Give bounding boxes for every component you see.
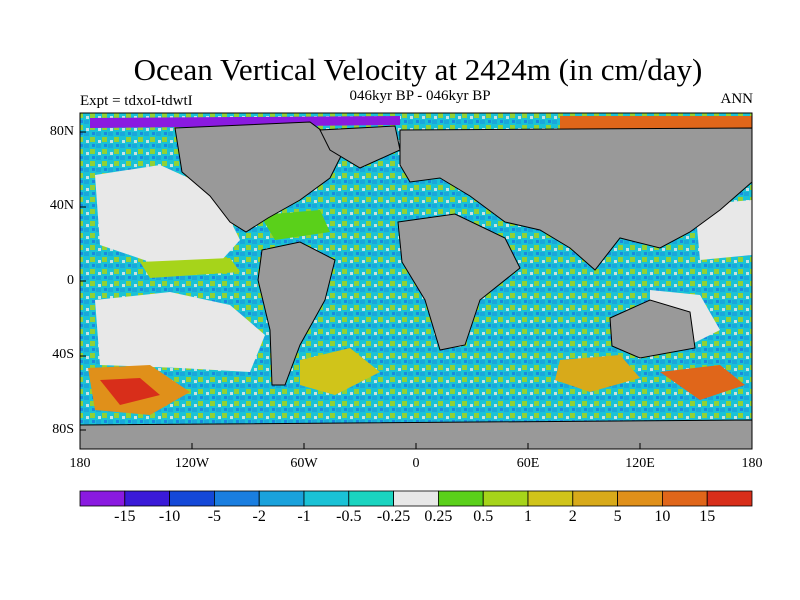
map-title: Ocean Vertical Velocity at 2424m (in cm/… <box>133 52 703 87</box>
colorbar-swatch <box>258 490 305 507</box>
colorbar-swatch <box>79 490 126 507</box>
lon-label: 60E <box>516 456 540 471</box>
colorbar-label: 15 <box>699 508 716 525</box>
colorbar-label: 10 <box>654 508 671 525</box>
positive-velocity-regions <box>88 116 752 415</box>
axis-ticks <box>80 131 641 449</box>
land-masses <box>79 121 753 450</box>
colorbar-swatch <box>124 490 171 507</box>
experiment-label: Expt = tdxoI-tdwtI <box>80 93 193 109</box>
colorbar-label: 1 <box>524 508 532 525</box>
colorbar-label: 5 <box>613 508 622 525</box>
colorbar-swatch <box>617 490 663 507</box>
lon-label: 120E <box>625 456 655 471</box>
colorbar-swatch <box>482 490 529 507</box>
eurasia <box>399 127 753 271</box>
colorbar-swatch <box>662 490 708 507</box>
lat-label: 40S <box>52 347 74 362</box>
australia <box>609 299 696 359</box>
lon-label: 180 <box>741 456 763 471</box>
colorbar-swatch <box>303 490 350 507</box>
colorbar-swatch <box>527 490 574 507</box>
colorbar-label: -5 <box>207 508 222 525</box>
colorbar-label: 0.25 <box>424 508 453 525</box>
colorbar-swatch <box>213 490 260 507</box>
colorbar-swatch <box>169 490 215 507</box>
colorbar-swatch <box>348 490 394 507</box>
map-subtitle: 046kyr BP - 046kyr BP <box>349 88 491 104</box>
colorbar-swatch <box>572 490 618 507</box>
colorbar-swatch <box>437 490 484 507</box>
colorbar <box>79 490 753 507</box>
lat-label: 0 <box>67 273 74 288</box>
lon-label: 120W <box>174 456 210 471</box>
lon-label: 0 <box>412 456 420 471</box>
colorbar-swatch <box>706 490 753 507</box>
colorbar-label: -0.25 <box>376 508 411 525</box>
colorbar-label: -0.5 <box>336 508 362 525</box>
lon-label: 60W <box>290 456 318 471</box>
africa <box>397 213 521 351</box>
colorbar-label: -1 <box>297 508 311 525</box>
colorbar-label: -15 <box>114 508 136 525</box>
south-america <box>257 241 336 386</box>
lon-label: 180 <box>69 456 91 471</box>
map-plot-area <box>79 112 753 450</box>
colorbar-label: -2 <box>252 508 266 525</box>
colorbar-label: 2 <box>568 508 577 525</box>
lat-label: 80N <box>49 124 74 139</box>
lat-label: 80S <box>52 422 74 437</box>
period-label: ANN <box>720 91 754 107</box>
lat-label: 40N <box>49 198 74 213</box>
greenland <box>319 125 401 169</box>
colorbar-label: -10 <box>158 508 181 525</box>
colorbar-label: 0.5 <box>473 508 494 525</box>
colorbar-swatch <box>393 490 439 507</box>
